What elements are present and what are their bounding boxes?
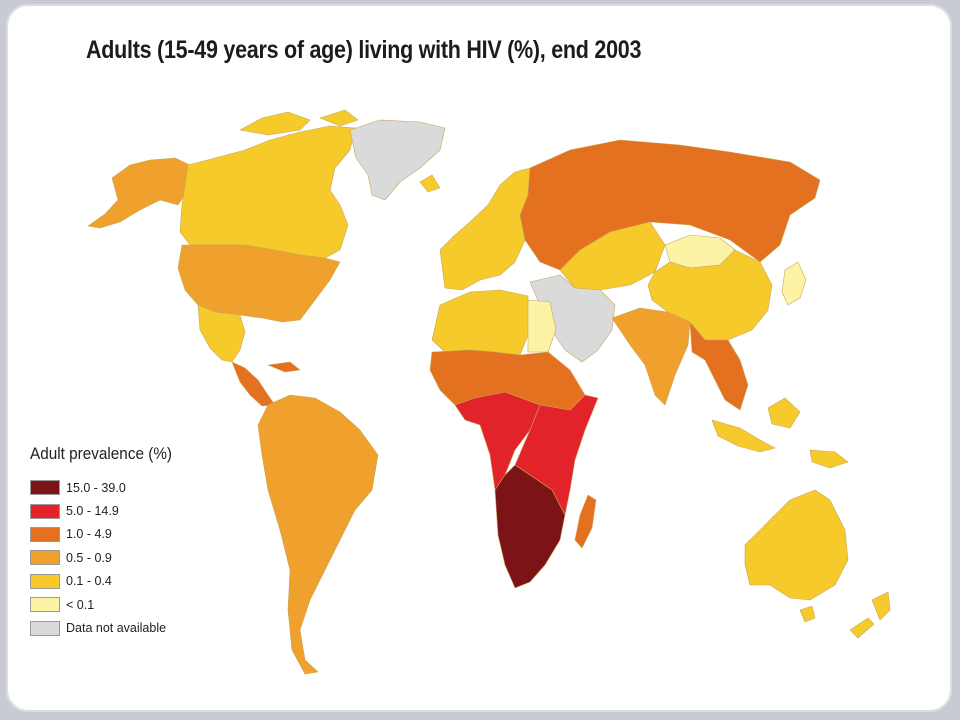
legend-title: Adult prevalence (%) [30, 444, 173, 463]
region-southeast-asia [689, 321, 749, 411]
legend-swatch [30, 526, 60, 542]
region-western-europe [419, 167, 531, 291]
region-southern-africa [494, 464, 566, 589]
region-mexico [197, 304, 246, 363]
legend-label: 0.1 - 0.4 [66, 574, 112, 589]
legend-label: Data not available [66, 621, 167, 636]
region-india [611, 307, 691, 406]
map-title: Adults (15-49 years of age) living with … [86, 36, 642, 64]
region-japan [781, 261, 807, 306]
legend-label: 0.5 - 0.9 [66, 550, 112, 565]
legend-item: 1.0 - 4.9 [30, 523, 188, 546]
region-egypt [527, 299, 557, 353]
legend-item: 0.1 - 0.4 [30, 570, 188, 593]
map-legend: Adult prevalence (%) 15.0 - 39.0 5.0 - 1… [30, 444, 188, 640]
region-new-zealand [849, 591, 891, 639]
region-north-africa [431, 289, 529, 356]
legend-swatch [30, 503, 60, 519]
legend-label: 15.0 - 39.0 [66, 480, 126, 495]
legend-item: 5.0 - 14.9 [30, 499, 188, 522]
region-central-africa [454, 391, 541, 491]
region-madagascar [574, 494, 597, 549]
legend-swatch [30, 480, 60, 496]
region-south-america [257, 394, 379, 675]
region-china [647, 249, 773, 341]
legend-swatch [30, 573, 60, 589]
legend-swatch [30, 620, 60, 636]
world-map [87, 109, 891, 675]
legend-swatch [30, 597, 60, 613]
legend-label: < 0.1 [66, 597, 95, 612]
legend-item: Data not available [30, 616, 188, 639]
region-russia [519, 139, 821, 271]
region-indonesia [711, 397, 849, 469]
legend-label: 1.0 - 4.9 [66, 527, 112, 542]
legend-item: 0.5 - 0.9 [30, 546, 188, 569]
slide-frame: Adults (15-49 years of age) living with … [6, 4, 952, 712]
legend-item: < 0.1 [30, 593, 188, 616]
region-canada [179, 109, 359, 259]
legend-label: 5.0 - 14.9 [66, 504, 119, 519]
legend-item: 15.0 - 39.0 [30, 476, 188, 499]
region-australia [744, 489, 849, 623]
region-greenland [349, 119, 446, 201]
region-united-states [177, 244, 341, 323]
legend-swatch [30, 550, 60, 566]
region-alaska [87, 157, 191, 229]
